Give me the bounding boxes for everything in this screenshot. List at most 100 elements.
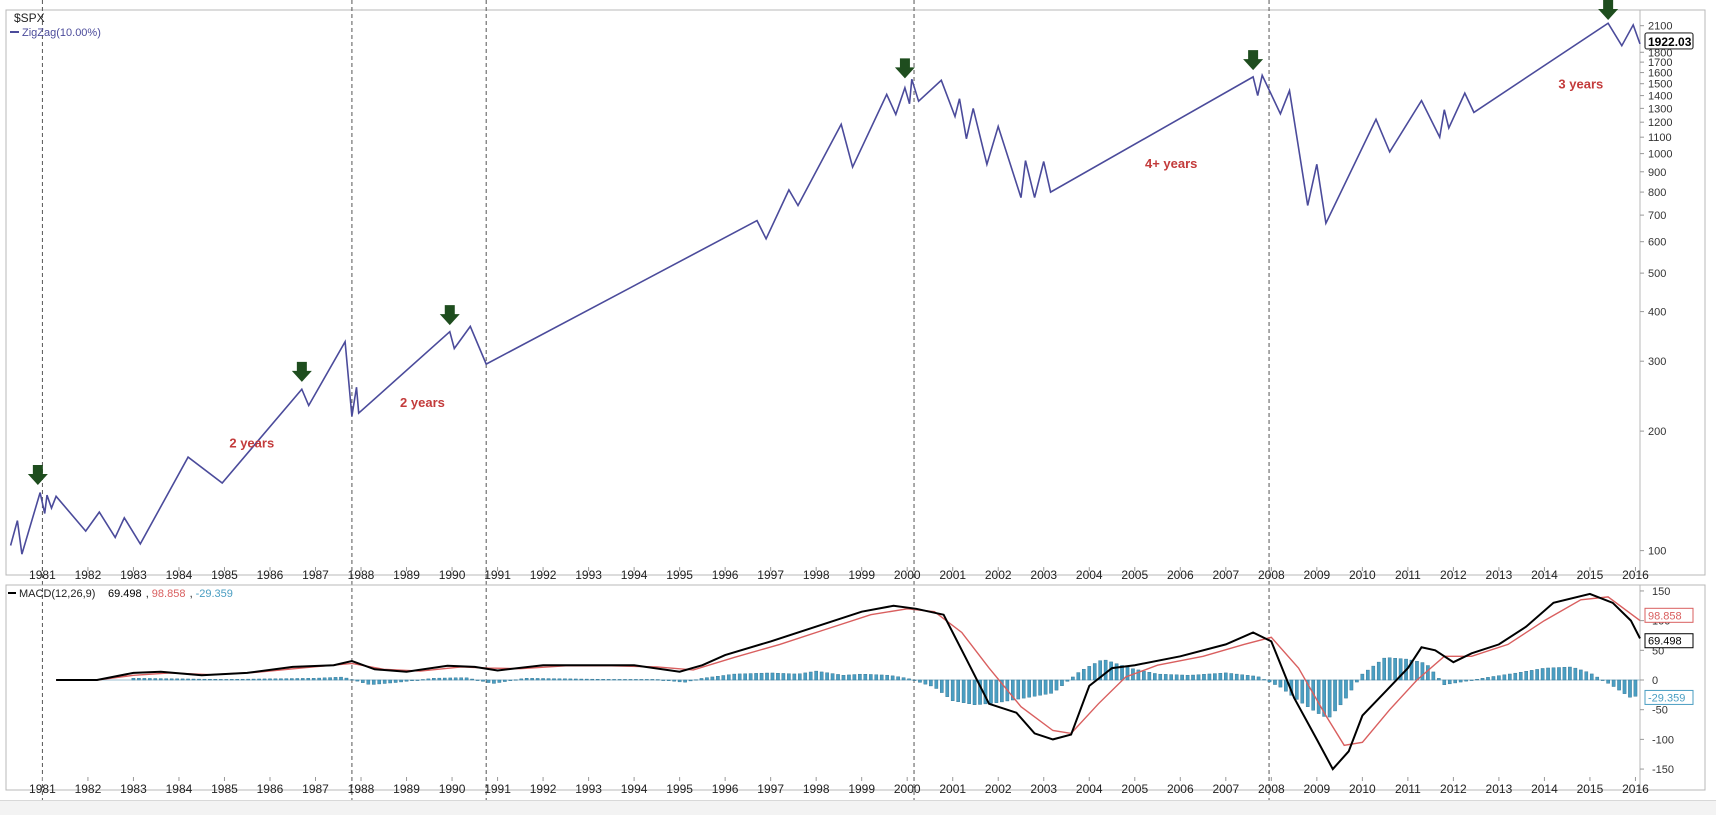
macd-y-tick-label: 0 <box>1652 675 1658 687</box>
price-y-tick-label: 1000 <box>1648 149 1672 161</box>
price-x-tick-label: 2012 <box>1440 568 1467 582</box>
macd-histogram-bar <box>300 678 305 681</box>
macd-histogram-bar <box>885 674 889 681</box>
macd-histogram-bar <box>399 679 403 683</box>
macd-histogram-bar <box>317 677 321 681</box>
macd-histogram-bar <box>1415 661 1419 681</box>
price-x-tick-label: 1985 <box>211 568 238 582</box>
price-x-tick-label: 1984 <box>166 568 193 582</box>
macd-histogram-bar <box>148 678 152 681</box>
macd-x-tick-label: 1998 <box>803 782 830 796</box>
macd-histogram-bar <box>273 678 278 681</box>
price-x-tick-label: 2011 <box>1395 568 1421 582</box>
macd-histogram-bar <box>1426 665 1430 681</box>
macd-x-tick-label: 2001 <box>939 782 966 796</box>
macd-legend-separator: , <box>146 588 149 600</box>
price-x-tick-label: 1993 <box>575 568 602 582</box>
macd-histogram-bar <box>219 679 223 681</box>
macd-x-tick-label: 1992 <box>530 782 557 796</box>
macd-histogram-bar <box>929 679 933 687</box>
macd-histogram-bar <box>1546 667 1550 681</box>
price-x-tick-label: 2004 <box>1076 568 1103 582</box>
macd-histogram-bar <box>879 674 884 681</box>
macd-histogram-bar <box>415 679 420 681</box>
macd-histogram-bar <box>776 672 780 681</box>
macd-histogram-bar <box>1508 673 1512 681</box>
macd-signal-line <box>56 596 1641 747</box>
macd-histogram-bar <box>1174 674 1179 681</box>
macd-histogram-bar <box>1376 661 1381 681</box>
macd-histogram-bar <box>1273 679 1277 685</box>
macd-histogram-bar <box>1491 676 1496 681</box>
macd-histogram-bar <box>1142 670 1146 681</box>
macd-histogram-bar <box>328 677 332 681</box>
macd-histogram-bar <box>1393 658 1397 681</box>
macd-histogram-bar <box>481 679 485 682</box>
macd-histogram-bar <box>923 679 928 685</box>
macd-histogram-bar <box>1158 673 1163 681</box>
macd-histogram-bar <box>426 678 431 681</box>
macd-histogram-bar <box>262 678 267 681</box>
macd-histogram-bar <box>246 678 250 681</box>
macd-legend-value: 69.498 <box>108 588 142 600</box>
macd-histogram-bar <box>268 678 272 681</box>
macd-histogram-bar <box>1103 659 1108 681</box>
macd-histogram-bar <box>967 679 971 704</box>
price-x-tick-label: 1999 <box>848 568 875 582</box>
macd-histogram-bar <box>1453 679 1458 684</box>
macd-x-tick-label: 2007 <box>1212 782 1239 796</box>
macd-x-tick-label: 1990 <box>439 782 466 796</box>
macd-histogram-bar <box>1557 667 1561 681</box>
legend-label: ZigZag(10.00%) <box>22 27 101 39</box>
macd-histogram-bar <box>1475 679 1479 681</box>
macd-histogram-bar <box>388 679 392 684</box>
macd-histogram-bar <box>868 674 873 681</box>
macd-histogram-bar <box>814 670 818 681</box>
macd-histogram-bar <box>1016 679 1021 700</box>
macd-histogram-bar <box>464 677 469 681</box>
macd-histogram-bar <box>710 676 715 681</box>
price-y-tick-label: 1700 <box>1648 57 1672 69</box>
macd-histogram-bar <box>606 679 611 681</box>
macd-histogram-bar <box>251 678 256 681</box>
macd-histogram-bar <box>1153 673 1157 681</box>
macd-histogram-bar <box>847 674 851 681</box>
macd-histogram-bar <box>519 678 524 681</box>
macd-value-tag <box>1644 633 1694 649</box>
macd-x-tick-label: 2015 <box>1577 782 1604 796</box>
macd-histogram-bar <box>1617 679 1621 691</box>
macd-histogram-bar <box>688 679 693 682</box>
macd-histogram-bar <box>836 674 840 681</box>
macd-histogram-bar <box>486 679 491 683</box>
macd-histogram-bar <box>1360 673 1365 681</box>
macd-histogram-bar <box>1573 667 1578 681</box>
macd-histogram-bar <box>1349 679 1354 691</box>
macd-panel: 150100500-50-100-15098.85869.498-29.359M… <box>5 584 1706 796</box>
macd-histogram-bar <box>508 679 513 681</box>
macd-histogram-bar <box>896 676 900 681</box>
price-x-tick-label: 1982 <box>75 568 102 582</box>
macd-histogram-bar <box>1262 679 1266 681</box>
macd-histogram-bar <box>1076 672 1081 681</box>
macd-histogram-bar <box>1486 677 1490 681</box>
macd-histogram-bar <box>475 679 480 681</box>
macd-histogram-bar <box>699 678 704 681</box>
price-y-tick-label: 1300 <box>1648 103 1672 115</box>
macd-histogram-bar <box>863 674 868 681</box>
macd-histogram-bar <box>224 679 229 681</box>
macd-value-tag-label: 98.858 <box>1648 610 1682 622</box>
macd-histogram-bar <box>1382 657 1387 681</box>
macd-x-tick-label: 1986 <box>257 782 284 796</box>
price-x-tick-label: 1986 <box>257 568 284 582</box>
macd-histogram-bar <box>1065 679 1070 682</box>
macd-histogram-bar <box>912 679 917 681</box>
macd-y-tick-label: 150 <box>1652 586 1670 598</box>
macd-histogram-bar <box>1267 679 1272 683</box>
macd-histogram-bar <box>759 672 764 681</box>
macd-x-tick-label: 1985 <box>211 782 238 796</box>
macd-histogram-bar <box>825 672 829 681</box>
macd-histogram-bar <box>574 678 578 681</box>
macd-histogram-bar <box>639 679 644 681</box>
macd-panel-frame <box>5 584 1706 791</box>
